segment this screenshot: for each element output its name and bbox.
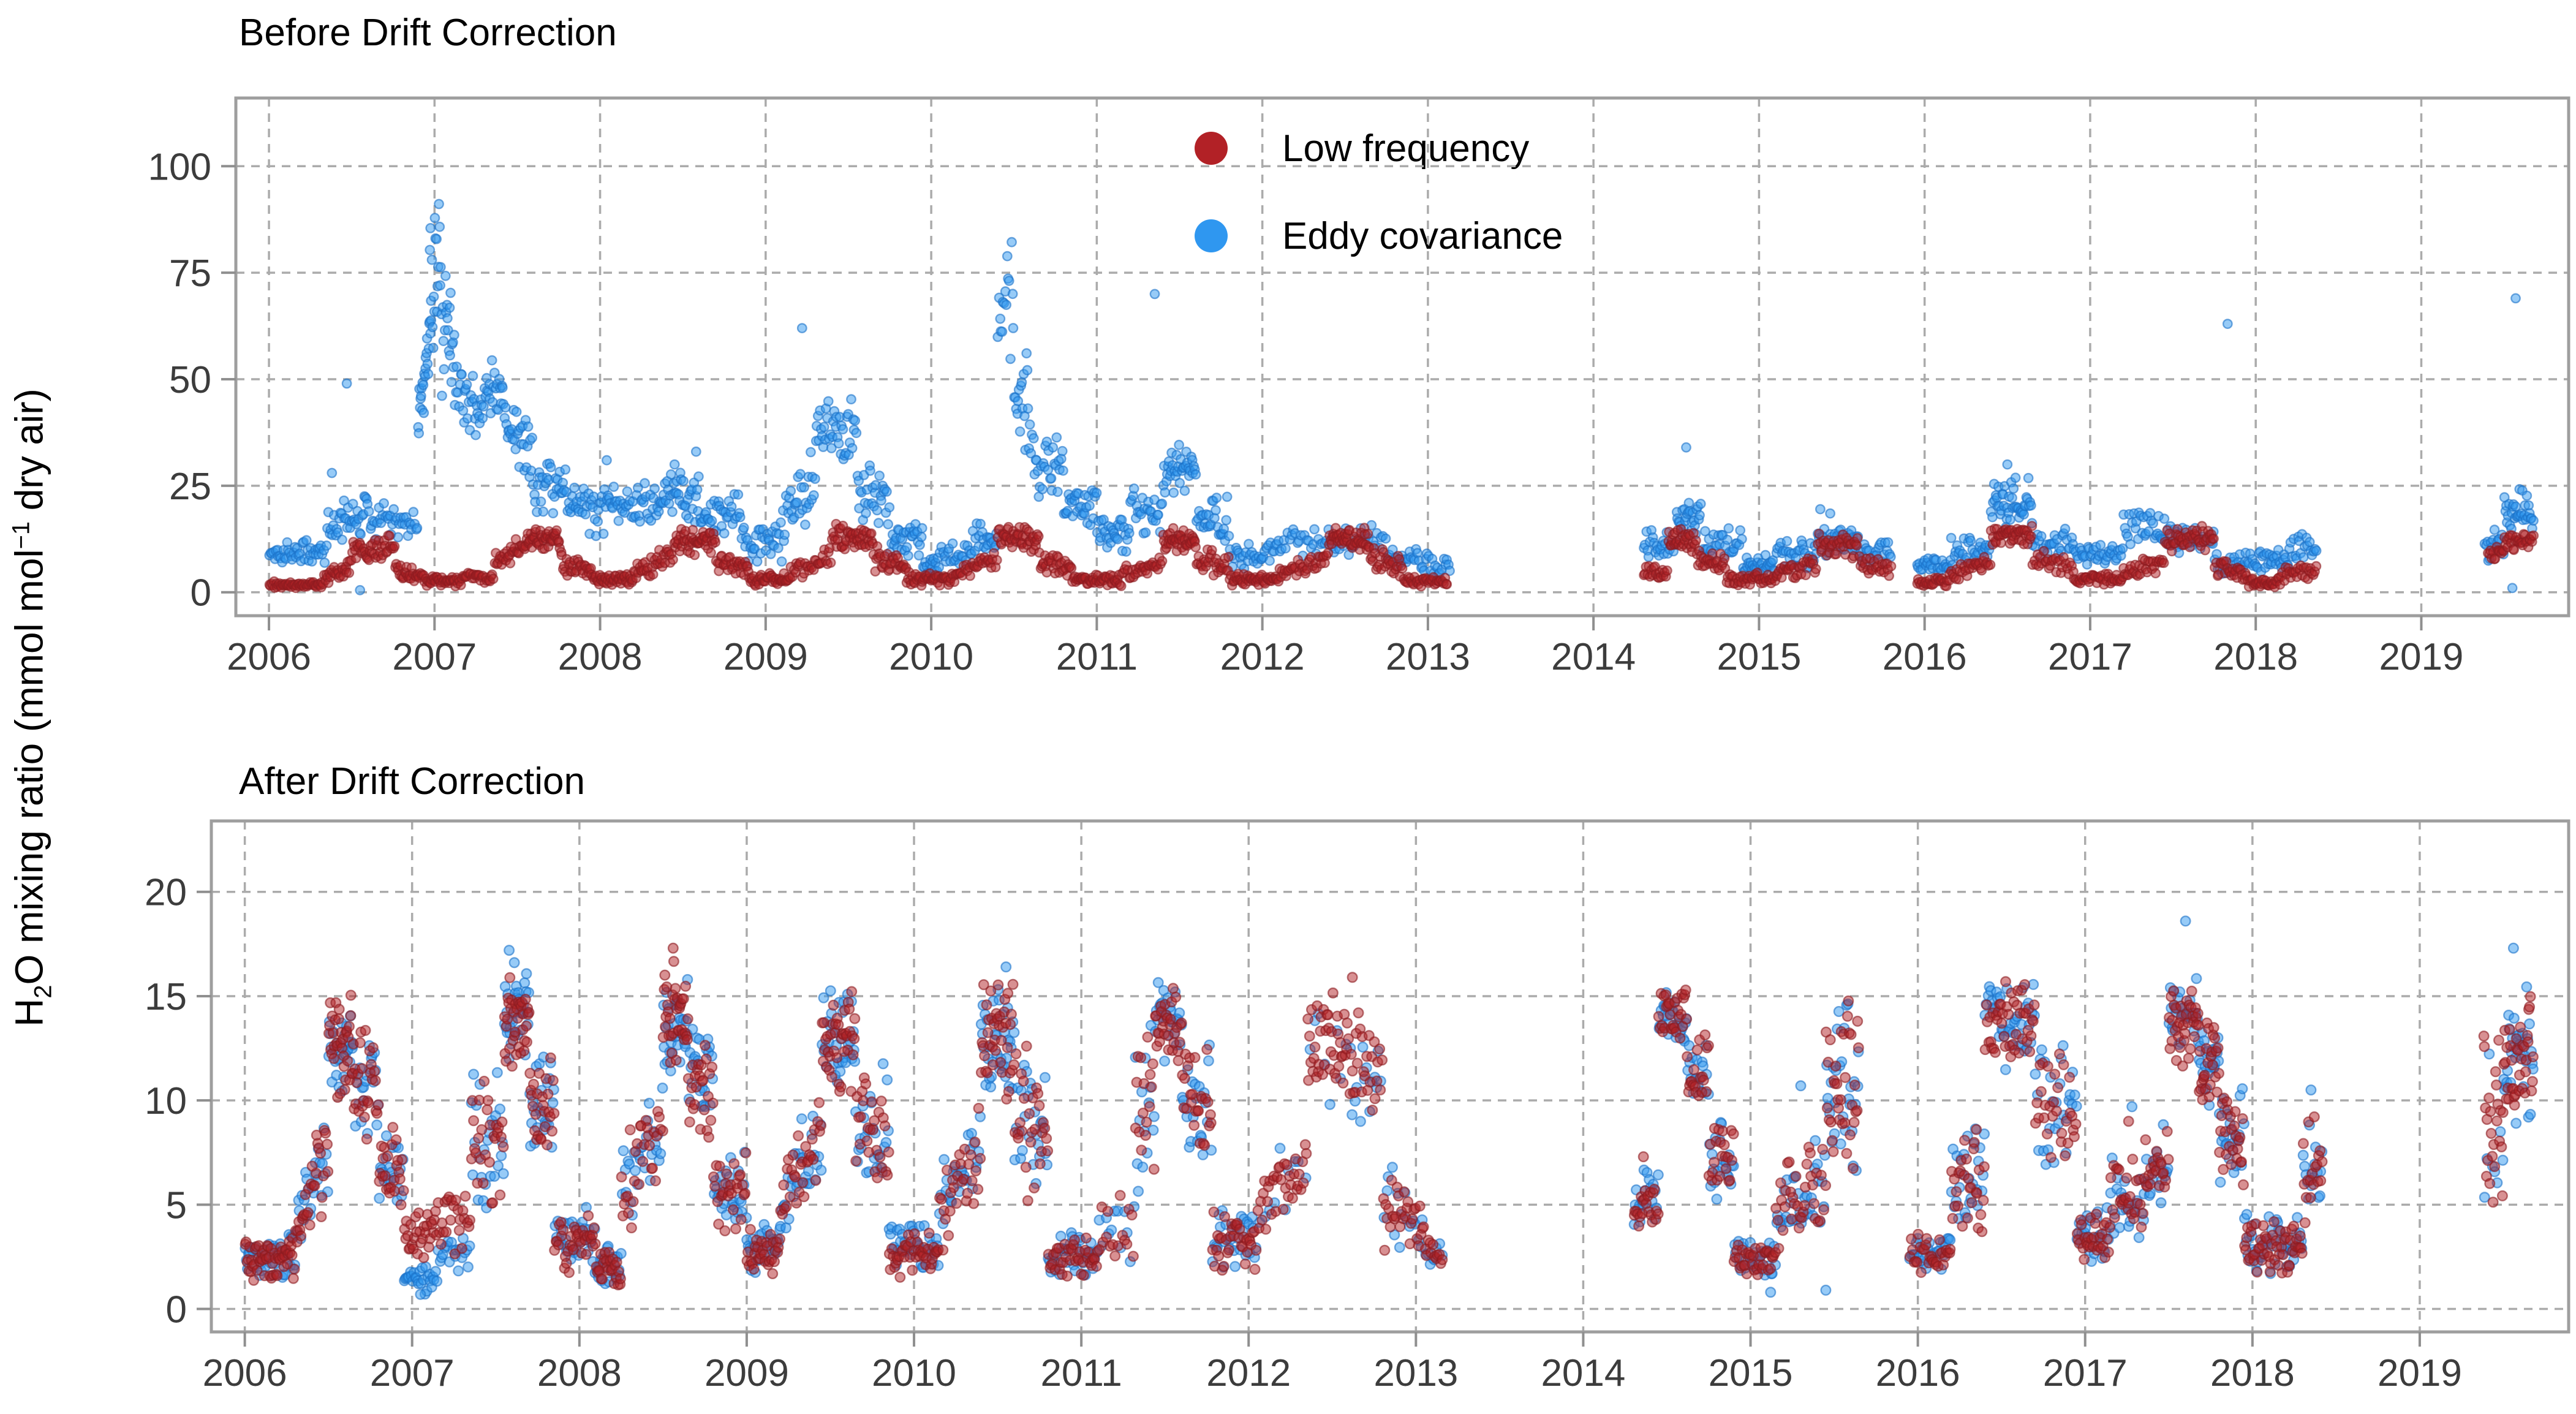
outlier-point bbox=[667, 942, 679, 954]
x-tick-label: 2016 bbox=[1883, 636, 1967, 678]
x-tick-label: 2013 bbox=[1373, 1352, 1458, 1394]
outlier-point bbox=[504, 945, 515, 956]
series-points-low-frequency bbox=[264, 518, 2539, 594]
x-tick-label: 2008 bbox=[537, 1352, 622, 1394]
x-tick-label: 2015 bbox=[1709, 1352, 1793, 1394]
outlier-point bbox=[602, 455, 612, 466]
outlier-point bbox=[1149, 289, 1160, 300]
outlier-point bbox=[415, 1288, 426, 1300]
panel-after_drift_correction: 2006 2007 2008 2009 2010 2011 2012 2013 2014 2015… bbox=[145, 819, 2570, 1394]
x-tick-label: 2018 bbox=[2213, 636, 2298, 678]
outlier-point bbox=[1000, 961, 1012, 973]
y-tick-label: 25 bbox=[169, 466, 211, 508]
panel-title-after: After Drift Correction bbox=[239, 760, 586, 803]
legend-label: Low frequency bbox=[1282, 127, 1530, 170]
outlier-point bbox=[1637, 1151, 1649, 1163]
y-tick-label: 5 bbox=[166, 1184, 187, 1227]
legend-item-low-frequency: Low frequency bbox=[1195, 127, 1530, 170]
outlier-point bbox=[2507, 942, 2519, 954]
panel-title-before: Before Drift Correction bbox=[239, 12, 617, 54]
outlier-point bbox=[2305, 1084, 2317, 1096]
y-tick-label: 100 bbox=[148, 146, 211, 188]
outlier-point bbox=[1681, 442, 1691, 453]
y-tick-label: 10 bbox=[145, 1080, 187, 1122]
outlier-point bbox=[2222, 319, 2233, 329]
x-tick-label: 2006 bbox=[203, 1352, 287, 1394]
x-tick-label: 2012 bbox=[1206, 1352, 1291, 1394]
axis-ticks bbox=[197, 890, 2421, 1347]
x-tick-label: 2016 bbox=[1876, 1352, 1960, 1394]
x-tick-label: 2007 bbox=[392, 636, 477, 678]
outlier-point bbox=[1795, 1080, 1807, 1092]
x-tick-label: 2012 bbox=[1220, 636, 1305, 678]
outlier-point bbox=[2126, 1101, 2138, 1113]
x-tick-label: 2017 bbox=[2048, 636, 2132, 678]
x-tick-label: 2011 bbox=[1040, 1352, 1122, 1394]
y-tick-label: 20 bbox=[145, 872, 187, 914]
gridlines bbox=[236, 98, 2569, 616]
axis-ticks bbox=[221, 165, 2423, 630]
y-tick-label: 0 bbox=[191, 572, 211, 614]
panel-before_drift_correction: 2006 2007 2008 2009 2010 2011 2012 2013 2014 2015… bbox=[148, 96, 2570, 678]
outlier-point bbox=[1347, 972, 1358, 983]
x-tick-label: 2018 bbox=[2210, 1352, 2295, 1394]
x-tick-label: 2010 bbox=[872, 1352, 956, 1394]
x-tick-label: 2017 bbox=[2043, 1352, 2128, 1394]
x-tick-label: 2009 bbox=[723, 636, 808, 678]
x-tick-label: 2009 bbox=[704, 1352, 789, 1394]
y-tick-label: 15 bbox=[145, 976, 187, 1018]
legend-dot-blue bbox=[1195, 219, 1228, 252]
x-tick-label: 2007 bbox=[370, 1352, 455, 1394]
x-tick-label: 2014 bbox=[1541, 1352, 1625, 1394]
outlier-point bbox=[2507, 583, 2518, 594]
y-tick-label: 50 bbox=[169, 359, 211, 401]
outlier-point bbox=[2510, 293, 2521, 304]
outlier-point bbox=[355, 584, 366, 595]
outlier-point bbox=[1815, 504, 1826, 515]
x-tick-label: 2011 bbox=[1056, 636, 1138, 678]
outlier-point bbox=[690, 446, 701, 457]
outlier-point bbox=[2002, 459, 2013, 470]
outlier-point bbox=[1971, 1124, 1982, 1135]
x-tick-label: 2015 bbox=[1717, 636, 1801, 678]
outlier-point bbox=[1820, 1284, 1832, 1296]
outlier-point bbox=[341, 378, 352, 389]
panel-border bbox=[234, 96, 2570, 618]
series-points-low-frequency bbox=[240, 942, 2539, 1291]
x-tick-label: 2019 bbox=[2379, 636, 2463, 678]
legend-dot-red bbox=[1195, 132, 1228, 165]
outlier-point bbox=[1765, 1287, 1777, 1298]
outlier-point bbox=[2123, 1116, 2134, 1127]
outlier-point bbox=[2180, 915, 2191, 927]
legend-item-eddy-covariance: Eddy covariance bbox=[1195, 214, 1563, 257]
legend-label: Eddy covariance bbox=[1282, 214, 1563, 257]
y-tick-label: 75 bbox=[169, 252, 211, 295]
x-tick-label: 2006 bbox=[227, 636, 311, 678]
y-tick-label: 0 bbox=[166, 1289, 187, 1331]
outlier-point bbox=[1825, 508, 1836, 519]
x-tick-label: 2014 bbox=[1551, 636, 1636, 678]
x-tick-label: 2008 bbox=[558, 636, 643, 678]
x-tick-label: 2010 bbox=[889, 636, 973, 678]
x-tick-label: 2013 bbox=[1386, 636, 1470, 678]
outlier-point bbox=[669, 459, 680, 470]
x-tick-label: 2019 bbox=[2378, 1352, 2462, 1394]
outlier-point bbox=[796, 323, 807, 333]
panel-border bbox=[210, 819, 2570, 1334]
outlier-point bbox=[327, 467, 338, 478]
